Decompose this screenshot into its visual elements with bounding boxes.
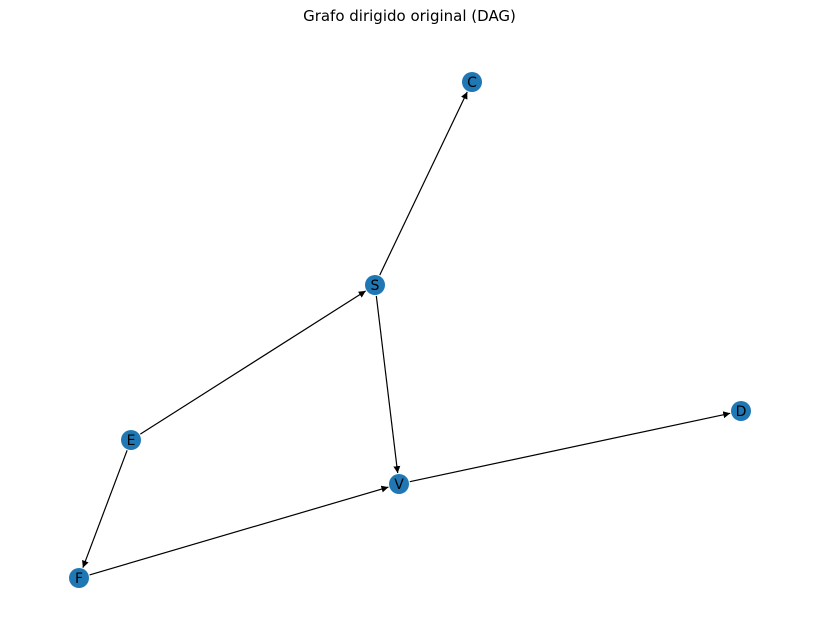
edge-e-s <box>139 290 367 435</box>
graph-title: Grafo dirigido original (DAG) <box>303 7 516 25</box>
node-label: F <box>75 571 83 587</box>
node-label: C <box>467 75 477 91</box>
node-label: E <box>127 433 136 449</box>
node-e: E <box>121 430 141 450</box>
edge-s-v <box>375 295 401 474</box>
node-circle <box>69 568 89 588</box>
edge-v-d <box>409 411 731 483</box>
edge-e-f <box>82 450 128 568</box>
node-circle <box>121 430 141 450</box>
node-circle <box>365 275 385 295</box>
node-label: V <box>394 477 404 493</box>
node-v: V <box>389 474 409 494</box>
node-s: S <box>365 275 385 295</box>
node-circle <box>462 72 482 92</box>
node-circle <box>389 474 409 494</box>
edge-s-c <box>379 91 468 276</box>
node-f: F <box>69 568 89 588</box>
node-d: D <box>731 401 751 421</box>
node-label: D <box>736 404 747 420</box>
node-c: C <box>462 72 482 92</box>
edge-f-v <box>89 485 389 576</box>
node-circle <box>731 401 751 421</box>
node-label: S <box>371 278 380 294</box>
